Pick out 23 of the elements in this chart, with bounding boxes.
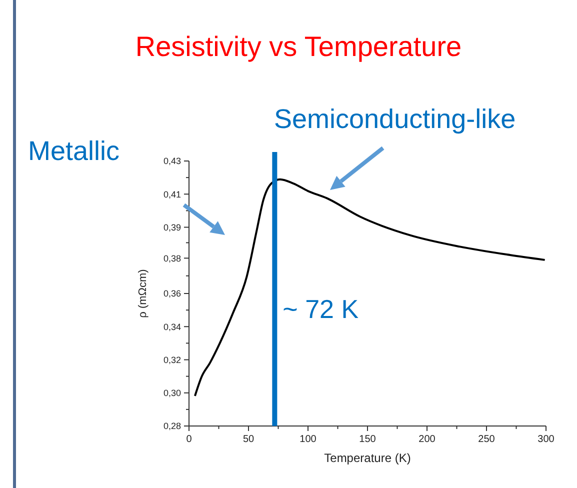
x-tick-label: 300: [538, 434, 555, 445]
x-tick-label: 250: [478, 434, 496, 445]
ref-line-label: ~ 72 K: [282, 294, 360, 324]
x-tick-label: 200: [418, 434, 436, 445]
y-tick-label: 0,38: [163, 253, 181, 264]
y-axis-title: ρ (mΩcm): [137, 269, 149, 318]
text: Semiconducting-like: [274, 104, 516, 134]
x-tick-label: 50: [242, 434, 254, 445]
x-tick-label: 100: [300, 434, 317, 445]
text: Metallic: [28, 136, 120, 166]
y-tick-label: 0,36: [163, 288, 181, 299]
y-tick-label: 0,39: [163, 222, 181, 232]
y-tick-label: 0,43: [163, 156, 181, 166]
y-tick-label: 0,41: [163, 189, 181, 200]
y-tick-label: 0,32: [163, 354, 181, 365]
x-tick-label: 150: [359, 434, 376, 445]
chart-title: Resistivity vs Temperature: [135, 31, 462, 62]
x-axis-title: Temperature (K): [324, 451, 411, 465]
y-tick-label: 0,30: [163, 388, 181, 398]
y-tick-label: 0,28: [163, 421, 181, 432]
line-series: [194, 178, 546, 397]
y-tick-label: 0,34: [163, 322, 181, 332]
x-tick-label: 0: [186, 434, 192, 445]
